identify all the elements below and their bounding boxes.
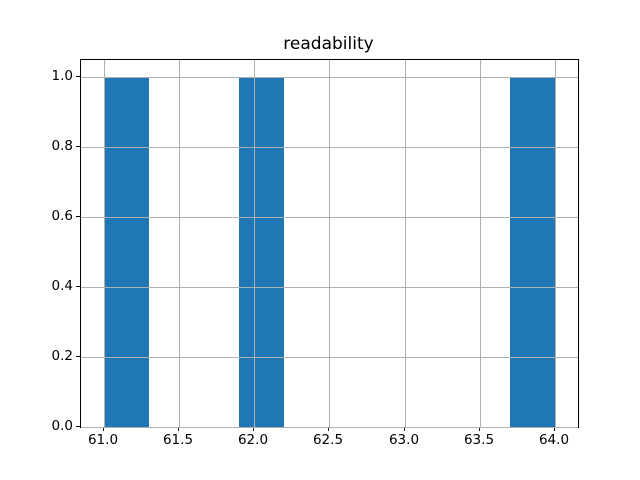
y-tick-mark (76, 216, 80, 217)
histogram-bar (239, 77, 285, 427)
x-tick-label: 61.5 (162, 432, 194, 448)
x-tick-label: 61.0 (87, 432, 119, 448)
gridline-horizontal (81, 357, 578, 358)
x-tick-mark (404, 427, 405, 431)
gridline-vertical (179, 60, 180, 427)
y-tick-label: 0.2 (51, 348, 73, 364)
y-tick-label: 0.0 (51, 418, 73, 434)
gridline-horizontal (81, 77, 578, 78)
gridline-vertical (555, 60, 556, 427)
x-tick-mark (253, 427, 254, 431)
histogram-bar (103, 77, 149, 427)
x-tick-label: 64.0 (538, 432, 570, 448)
y-tick-label: 0.4 (51, 278, 73, 294)
gridline-horizontal (81, 147, 578, 148)
plot-area (80, 59, 579, 428)
x-tick-label: 62.5 (312, 432, 344, 448)
y-tick-label: 1.0 (51, 68, 73, 84)
y-tick-mark (76, 286, 80, 287)
gridline-horizontal (81, 427, 578, 428)
gridline-horizontal (81, 217, 578, 218)
y-tick-label: 0.6 (51, 208, 73, 224)
gridline-vertical (405, 60, 406, 427)
x-tick-mark (178, 427, 179, 431)
gridline-vertical (104, 60, 105, 427)
chart-title: readability (283, 34, 374, 54)
x-tick-mark (103, 427, 104, 431)
y-tick-label: 0.8 (51, 138, 73, 154)
x-tick-label: 63.5 (463, 432, 495, 448)
gridline-horizontal (81, 287, 578, 288)
gridline-vertical (480, 60, 481, 427)
x-tick-mark (479, 427, 480, 431)
y-tick-mark (76, 146, 80, 147)
y-tick-mark (76, 356, 80, 357)
x-tick-label: 62.0 (237, 432, 269, 448)
y-tick-mark (76, 426, 80, 427)
y-tick-mark (76, 76, 80, 77)
gridline-vertical (329, 60, 330, 427)
gridline-vertical (254, 60, 255, 427)
x-tick-label: 63.0 (388, 432, 420, 448)
x-tick-mark (554, 427, 555, 431)
histogram-bar (510, 77, 556, 427)
x-tick-mark (328, 427, 329, 431)
